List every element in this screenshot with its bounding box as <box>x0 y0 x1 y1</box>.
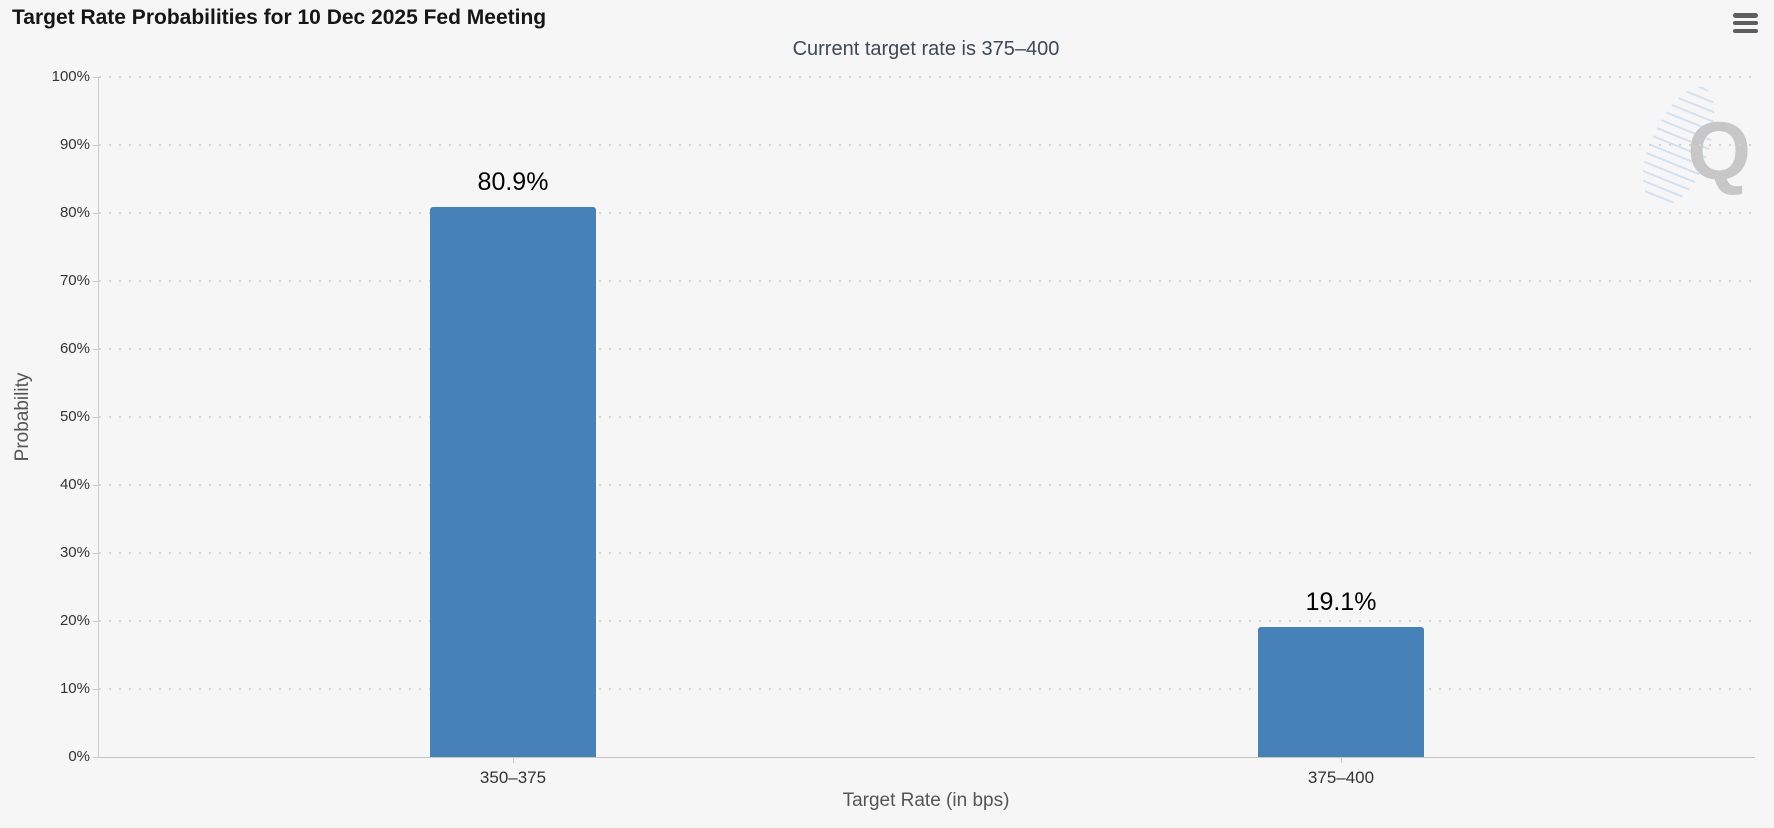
bar-value-label: 19.1% <box>1305 588 1377 617</box>
q-logo-letter: Q <box>1687 106 1751 197</box>
y-gridline <box>99 688 1755 690</box>
y-gridline <box>99 552 1755 554</box>
y-gridline <box>99 620 1755 622</box>
y-axis-tick-label: 50% <box>59 408 90 425</box>
y-gridline <box>99 212 1755 214</box>
y-axis-tick <box>93 144 99 146</box>
y-axis-tick-label: 70% <box>59 272 90 289</box>
bar-value-label: 80.9% <box>477 167 549 196</box>
y-gridline <box>99 144 1755 146</box>
y-axis-tick <box>93 212 99 214</box>
x-axis-category-label: 350–375 <box>479 768 547 787</box>
y-axis-tick-label: 30% <box>59 544 90 561</box>
plot-area: Probability Q 0% 10% 20% 30% 40% 50% 60% 70% 80%… <box>12 68 1755 787</box>
quikstrike-logo-watermark: Q <box>1629 76 1761 225</box>
y-gridline <box>99 280 1755 282</box>
y-axis-tick-label: 10% <box>59 680 90 697</box>
y-axis-tick-label: 80% <box>59 204 90 221</box>
y-axis-tick-label: 100% <box>51 68 90 85</box>
x-axis-title: Target Rate (in bps) <box>842 790 1010 811</box>
y-axis-tick <box>93 76 99 78</box>
chart-export-menu-button[interactable] <box>1733 13 1758 33</box>
chart-subtitle: Current target rate is 375–400 <box>792 38 1060 60</box>
x-axis-tick <box>1341 757 1342 763</box>
y-gridline <box>99 416 1755 418</box>
x-axis-category-label: 375–400 <box>1307 768 1375 787</box>
chart-bar-375-400[interactable] <box>1258 627 1424 757</box>
y-axis-tick <box>93 620 99 622</box>
y-axis-tick-label: 0% <box>68 748 90 765</box>
y-gridline <box>99 76 1755 78</box>
y-gridline <box>99 484 1755 486</box>
y-axis-tick-label: 60% <box>59 340 90 357</box>
y-axis-tick-label: 40% <box>59 476 90 493</box>
chart-title: Target Rate Probabilities for 10 Dec 202… <box>12 6 547 29</box>
y-axis-tick <box>93 484 99 486</box>
y-gridline <box>99 348 1755 350</box>
y-axis-tick-label: 90% <box>59 136 90 153</box>
swoosh-icon <box>1629 76 1731 216</box>
y-axis-tick <box>93 552 99 554</box>
x-axis-tick <box>513 757 514 763</box>
hamburger-menu-icon <box>1733 20 1758 26</box>
y-axis-tick <box>93 756 99 758</box>
y-axis-title: Probability <box>12 372 33 462</box>
hamburger-menu-icon <box>1733 13 1758 18</box>
y-axis-tick <box>93 280 99 282</box>
y-axis-tick <box>93 688 99 690</box>
chart-bar-350-375[interactable] <box>430 206 596 757</box>
y-axis-tick <box>93 348 99 350</box>
y-axis-tick <box>93 416 99 418</box>
y-axis-tick-label: 20% <box>59 612 90 629</box>
hamburger-menu-icon <box>1733 28 1758 33</box>
